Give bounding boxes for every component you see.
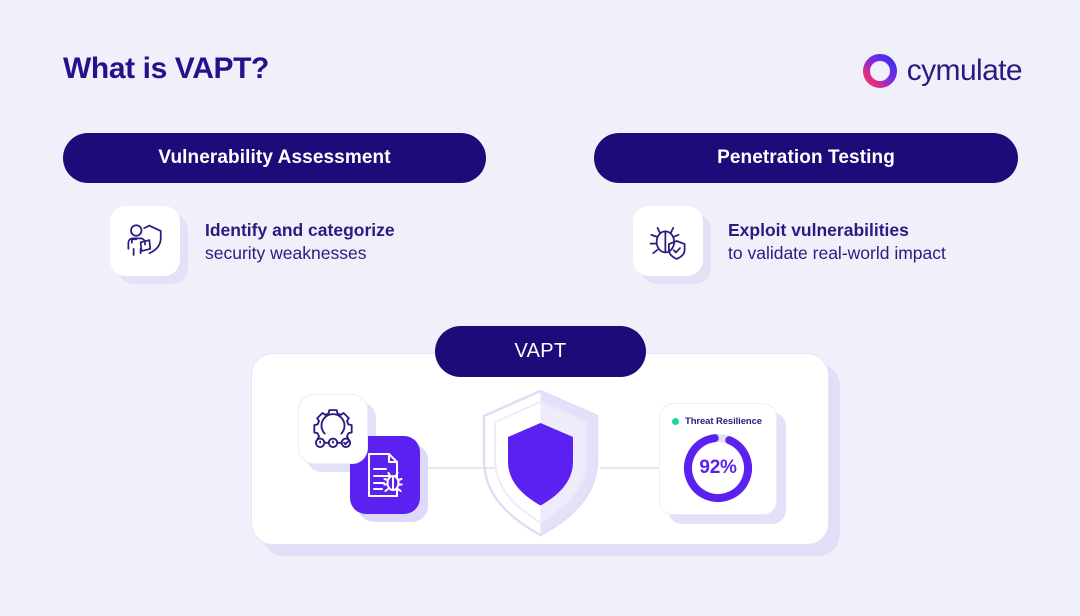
gauge-donut-icon bbox=[684, 434, 752, 502]
bug-shield-check-icon bbox=[649, 227, 686, 260]
shield-graphic bbox=[478, 388, 603, 538]
gear-process-icon bbox=[313, 409, 353, 448]
pill-vulnerability-assessment[interactable]: Vulnerability Assessment bbox=[63, 133, 486, 183]
gear-process-card bbox=[298, 394, 368, 464]
status-dot-icon bbox=[672, 418, 679, 425]
feature-left-line1: Identify and categorize bbox=[205, 219, 395, 240]
page-title: What is VAPT? bbox=[63, 52, 269, 85]
threat-resilience-card: Threat Resilience 92% bbox=[659, 403, 777, 515]
brand-name: cymulate bbox=[906, 54, 1023, 87]
feature-penetration-testing: Exploit vulnerabilities to validate real… bbox=[633, 206, 946, 284]
icon-card-bug-shield bbox=[633, 206, 711, 284]
document-bug-icon bbox=[368, 453, 403, 497]
feature-vulnerability-assessment: Identify and categorize security weaknes… bbox=[110, 206, 395, 284]
shield-icon bbox=[482, 389, 599, 537]
resilience-label: Threat Resilience bbox=[685, 416, 762, 427]
feature-right-line2: to validate real-world impact bbox=[728, 243, 946, 263]
feature-text-left: Identify and categorize security weaknes… bbox=[205, 219, 395, 266]
feature-right-line1: Exploit vulnerabilities bbox=[728, 219, 909, 240]
resilience-value: 92% bbox=[699, 457, 737, 478]
brand-logo: cymulate bbox=[862, 54, 1023, 88]
connector-line-right bbox=[600, 467, 695, 469]
feature-left-line2: security weaknesses bbox=[205, 243, 367, 263]
resilience-header: Threat Resilience bbox=[660, 404, 776, 427]
pill-vapt[interactable]: VAPT bbox=[435, 326, 646, 377]
resilience-gauge: 92% bbox=[680, 430, 756, 506]
person-shield-icon bbox=[127, 224, 162, 256]
icon-card-person-shield bbox=[110, 206, 188, 284]
feature-text-right: Exploit vulnerabilities to validate real… bbox=[728, 219, 946, 266]
cymulate-ring-icon bbox=[862, 54, 897, 88]
pill-penetration-testing[interactable]: Penetration Testing bbox=[594, 133, 1018, 183]
connector-line-left bbox=[425, 467, 520, 469]
